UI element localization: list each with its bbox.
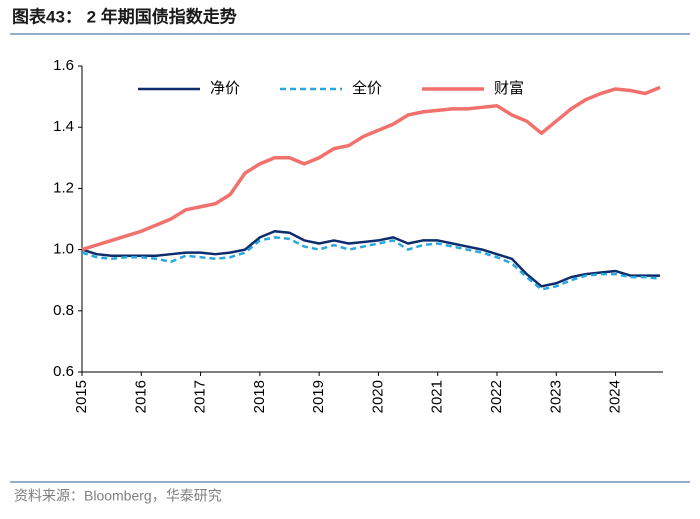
y-tick-label: 1.4 (53, 118, 74, 135)
chart-title: 图表43： 2 年期国债指数走势 (12, 6, 237, 26)
series-line (81, 85, 661, 252)
source: 资料来源：Bloomberg，华泰研究 (14, 488, 222, 504)
legend-label: 净价 (210, 80, 240, 97)
x-tick-label: 2016 (132, 380, 149, 413)
x-tick-label: 2017 (192, 380, 209, 413)
y-tick-label: 1.0 (53, 241, 74, 258)
x-tick-label: 2018 (251, 380, 268, 413)
x-tick-label: 2015 (73, 380, 90, 413)
x-tick-label: 2019 (310, 380, 327, 413)
y-tick-label: 0.8 (53, 302, 74, 319)
x-tick-label: 2023 (547, 380, 564, 413)
y-tick-label: 1.6 (53, 57, 74, 74)
y-tick-label: 0.6 (53, 363, 74, 380)
y-tick-label: 1.2 (53, 179, 74, 196)
legend-label: 财富 (494, 79, 524, 97)
x-tick-label: 2021 (429, 380, 446, 413)
series-line (81, 236, 661, 291)
legend-label: 全价 (352, 79, 382, 97)
x-tick-label: 2022 (488, 380, 505, 413)
series-line (81, 229, 661, 288)
x-tick-label: 2020 (369, 380, 386, 413)
x-tick-label: 2024 (607, 380, 624, 413)
